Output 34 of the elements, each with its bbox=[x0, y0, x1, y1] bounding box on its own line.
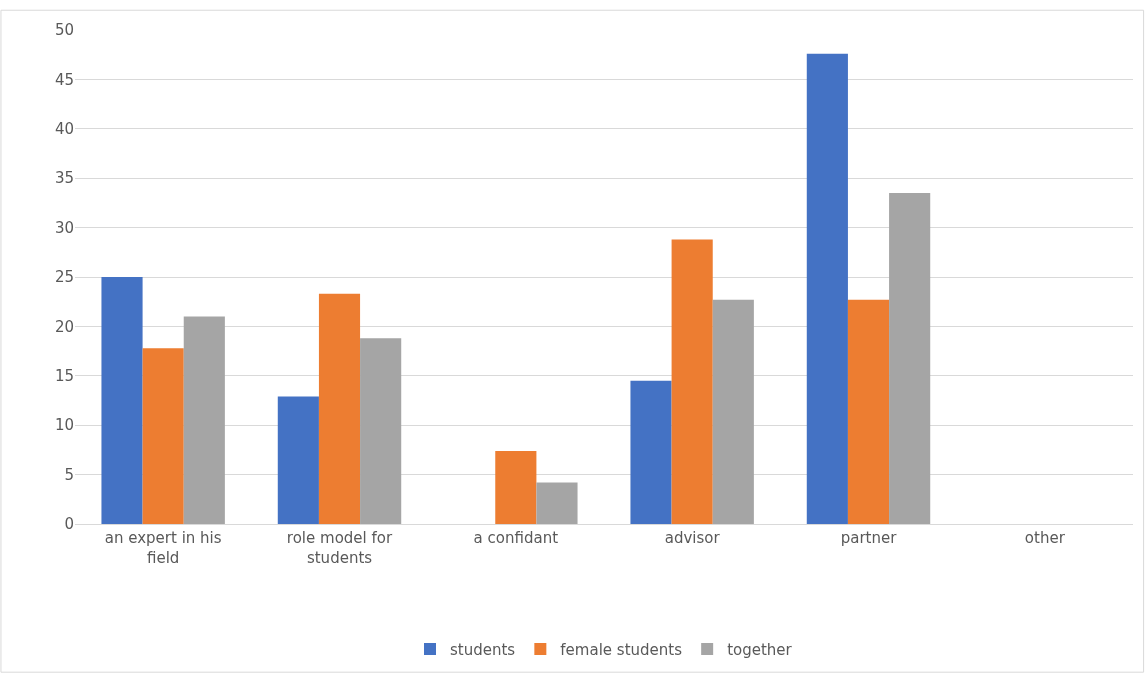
y-tick-label: 20 bbox=[54, 317, 74, 336]
legend-label: together bbox=[727, 640, 793, 659]
y-tick-label: 35 bbox=[54, 169, 74, 188]
legend-label: female students bbox=[560, 640, 683, 659]
x-tick-label: other bbox=[1024, 529, 1066, 547]
bar bbox=[889, 193, 931, 524]
bar bbox=[318, 293, 361, 524]
bar bbox=[101, 277, 143, 524]
bar bbox=[806, 53, 848, 524]
bar bbox=[671, 239, 713, 524]
y-tick-label: 25 bbox=[54, 268, 74, 287]
bar bbox=[360, 338, 402, 524]
bar bbox=[277, 396, 319, 524]
y-tick-label: 40 bbox=[54, 120, 74, 139]
bar bbox=[630, 380, 672, 524]
y-tick-label: 10 bbox=[54, 416, 74, 435]
x-tick-label: an expert in his field bbox=[104, 529, 222, 567]
bar bbox=[183, 316, 225, 524]
y-tick-label: 45 bbox=[54, 70, 74, 89]
x-tick-label: a confidant bbox=[473, 529, 559, 547]
x-tick-label: partner bbox=[840, 529, 898, 547]
bar bbox=[847, 299, 890, 524]
y-tick-label: 50 bbox=[54, 21, 74, 40]
bar bbox=[495, 450, 537, 524]
x-tick-label: role model for students bbox=[286, 529, 393, 567]
x-tick-label: advisor bbox=[664, 529, 721, 547]
bar bbox=[536, 482, 578, 524]
y-tick-label: 5 bbox=[64, 465, 74, 484]
bar bbox=[712, 299, 754, 524]
legend-label: students bbox=[450, 640, 516, 659]
bar bbox=[142, 348, 184, 524]
y-tick-label: 30 bbox=[54, 218, 74, 237]
y-tick-label: 0 bbox=[64, 515, 74, 534]
y-tick-label: 15 bbox=[54, 367, 74, 386]
